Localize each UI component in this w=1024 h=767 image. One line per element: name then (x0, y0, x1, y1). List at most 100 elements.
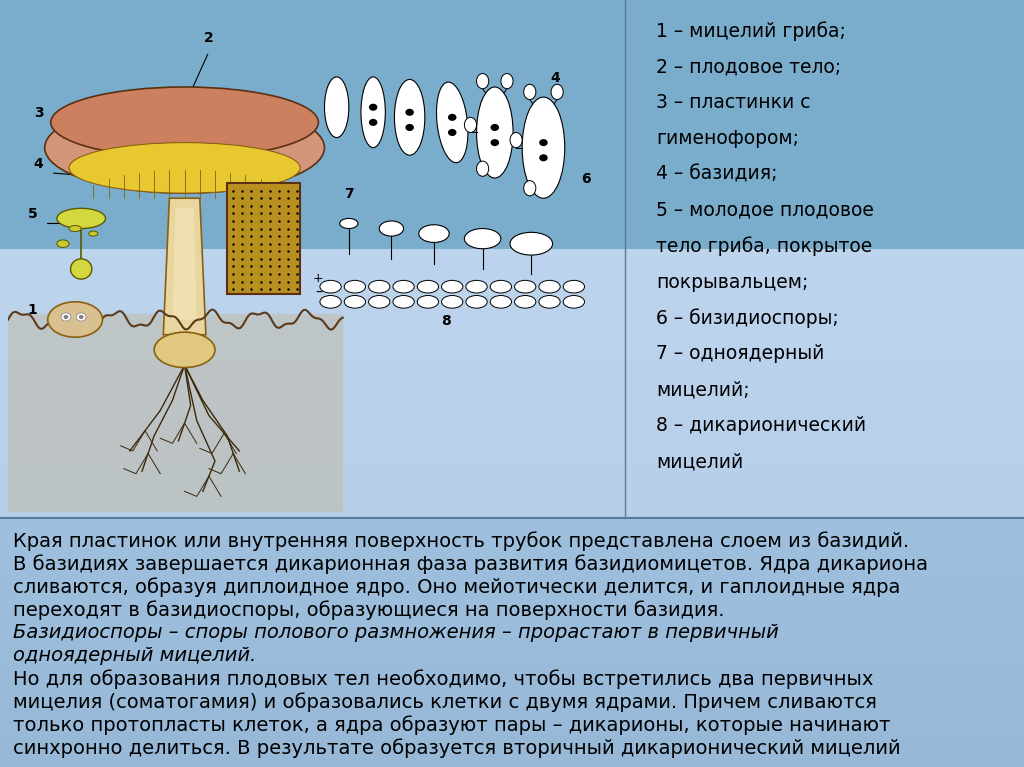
Circle shape (369, 119, 378, 126)
Bar (0, 520, 1024, 522)
Ellipse shape (71, 258, 92, 279)
Bar (0, 726, 1024, 728)
Bar (0, 397, 1024, 400)
Bar (0, 736, 1024, 737)
Bar (0, 630, 1024, 631)
Bar (0, 542, 1024, 545)
Bar (0, 596, 1024, 597)
Ellipse shape (465, 117, 476, 133)
Bar (0, 739, 1024, 741)
Text: В базидиях завершается дикарионная фаза развития базидиомицетов. Ядра дикариона: В базидиях завершается дикарионная фаза … (13, 554, 928, 574)
Bar (0, 534, 1024, 537)
Bar (0, 588, 1024, 589)
Bar (0, 571, 1024, 573)
Bar (0, 524, 1024, 526)
Ellipse shape (522, 97, 565, 198)
Bar (0, 546, 1024, 548)
Circle shape (406, 124, 414, 131)
Bar (0, 428, 1024, 430)
Ellipse shape (319, 281, 341, 293)
Ellipse shape (45, 102, 325, 193)
Ellipse shape (436, 82, 468, 163)
Bar (0, 540, 1024, 542)
Bar (0, 519, 1024, 520)
Circle shape (61, 313, 71, 321)
Bar (0, 583, 1024, 584)
Text: гименофором;: гименофором; (655, 129, 799, 148)
Bar (0, 703, 1024, 705)
Bar (0, 639, 1024, 640)
Bar (0, 623, 1024, 624)
Bar (0, 381, 1024, 384)
Bar (0, 661, 1024, 663)
Bar (0, 596, 1024, 599)
Ellipse shape (340, 219, 358, 229)
Bar (0, 293, 1024, 296)
Text: 6 – бизидиоспоры;: 6 – бизидиоспоры; (655, 308, 839, 328)
Text: мицелий: мицелий (655, 452, 743, 471)
Bar (0, 591, 1024, 594)
Bar (0, 593, 1024, 594)
Bar (0, 363, 1024, 366)
Bar (0, 482, 1024, 485)
Bar (0, 699, 1024, 700)
Text: 4: 4 (34, 157, 43, 171)
Bar (0, 384, 1024, 387)
Bar (0, 441, 1024, 443)
Bar (0, 366, 1024, 368)
Ellipse shape (155, 332, 215, 367)
Text: переходят в базидиоспоры, образующиеся на поверхности базидия.: переходят в базидиоспоры, образующиеся н… (13, 600, 725, 620)
Bar (0, 314, 1024, 317)
Bar (0, 632, 1024, 635)
Bar (0, 650, 1024, 653)
Bar (0, 265, 1024, 268)
Bar (0, 676, 1024, 679)
Ellipse shape (476, 74, 488, 89)
Ellipse shape (563, 281, 585, 293)
Bar (0, 717, 1024, 719)
Bar (0, 597, 1024, 599)
Ellipse shape (48, 302, 102, 337)
Ellipse shape (476, 87, 513, 178)
Bar (0, 538, 1024, 539)
Bar (0, 753, 1024, 755)
Bar (0, 601, 1024, 603)
Bar (0, 464, 1024, 466)
Bar (0, 609, 1024, 610)
Bar (0, 560, 1024, 561)
Bar (0, 446, 1024, 449)
Bar (0, 549, 1024, 550)
Text: мицелий;: мицелий; (655, 380, 750, 399)
Ellipse shape (501, 74, 513, 89)
Bar (0, 622, 1024, 624)
Bar (0, 332, 1024, 334)
Bar (0, 585, 1024, 586)
Bar (0, 629, 1024, 630)
Bar (0, 255, 1024, 257)
Ellipse shape (465, 229, 501, 249)
Text: 4 – базидия;: 4 – базидия; (655, 165, 777, 184)
Bar (0, 500, 1024, 503)
Bar (0, 522, 1024, 523)
Ellipse shape (69, 143, 300, 193)
Bar (0, 600, 1024, 601)
Bar (0, 556, 1024, 558)
Bar (0, 438, 1024, 441)
Text: мицелия (соматогамия) и образовались клетки с двумя ядрами. Причем сливаются: мицелия (соматогамия) и образовались кле… (13, 692, 878, 712)
Bar (0, 682, 1024, 684)
Bar (0, 671, 1024, 672)
Bar (0, 719, 1024, 721)
Bar (0, 675, 1024, 676)
Bar (0, 666, 1024, 669)
Bar (0, 640, 1024, 643)
Bar (0, 648, 1024, 650)
Bar (0, 643, 1024, 645)
Bar (0, 736, 1024, 739)
Ellipse shape (510, 232, 553, 255)
Bar (0, 599, 1024, 601)
Bar (0, 472, 1024, 475)
Bar (0, 624, 1024, 625)
Bar (0, 259, 1024, 262)
Bar (0, 566, 1024, 568)
Bar (0, 475, 1024, 477)
